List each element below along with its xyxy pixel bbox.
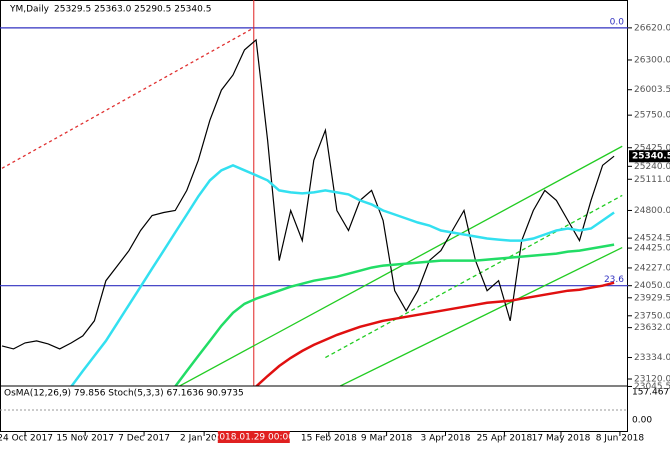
y-tick-label: 26620.0: [634, 23, 670, 33]
y-tick-label: 25425.0: [634, 143, 670, 153]
series-line: [1, 38, 615, 350]
indicator-label: OsMA(12,26,9) 79.856 Stoch(5,3,3) 67.163…: [4, 389, 244, 399]
x-tick-label: 7 Dec 2017: [118, 434, 170, 444]
cursor-label-box: [217, 431, 290, 443]
x-tick-label: 2 Jan 2018: [180, 434, 228, 444]
level-label: 0.0: [610, 17, 625, 27]
y-tick-label: 24800.0: [634, 206, 670, 216]
x-tick-label: 25 Apr 2018: [477, 434, 533, 444]
chart-title: YM,Daily: [9, 5, 50, 15]
series-line: [174, 243, 615, 388]
series-line: [255, 281, 615, 388]
indicator-panel: [0, 385, 628, 432]
y-tick-label: 25240.0: [634, 162, 670, 172]
y-tick-label: 25111.0: [634, 175, 670, 185]
ohlc-text: 25329.5 25363.0 25290.5 25340.5: [54, 5, 211, 15]
x-tick-label: 2018.01.29 00:00: [214, 433, 295, 443]
y-tick-label: 26003.5: [634, 85, 670, 95]
y-tick-label: 24227.0: [634, 263, 670, 273]
x-tick-label: 8 Jun 2018: [596, 434, 645, 444]
y-tick-label: 23632.0: [634, 323, 670, 333]
level-label: 23.6: [604, 275, 624, 285]
x-tick-label: 9 Mar 2018: [361, 434, 413, 444]
y-tick-label: 25340.5: [632, 152, 670, 162]
plot-frame: [0, 0, 628, 432]
price-box: [629, 150, 670, 163]
y-tick-label: 23334.0: [634, 353, 670, 363]
trend-line: [325, 194, 623, 359]
y-tick-label: 24425.0: [634, 244, 670, 254]
trend-line: [178, 145, 623, 388]
trend-line: [338, 246, 623, 388]
y-tick-label: 25750.0: [634, 111, 670, 121]
y-tick-label: 26300.0: [634, 55, 670, 65]
trend-line: [1, 27, 255, 169]
y-tick-label: 23045.5: [634, 382, 670, 392]
y-tick-label: 23750.0: [634, 311, 670, 321]
x-tick-label: 17 May 2018: [532, 434, 591, 444]
indicator-tick: 157.467: [632, 388, 669, 398]
series-line: [70, 163, 615, 388]
y-tick-label: 23929.5: [634, 293, 670, 303]
x-tick-label: 24 Oct 2017: [0, 434, 53, 444]
y-tick-label: 23120.0: [634, 375, 670, 385]
x-tick-label: 15 Feb 2018: [301, 434, 357, 444]
indicator-tick: 0.00: [632, 416, 652, 426]
x-tick-label: 15 Nov 2017: [56, 434, 114, 444]
y-tick-label: 24050.0: [634, 281, 670, 291]
x-tick-label: 3 Apr 2018: [421, 434, 471, 444]
y-tick-label: 24524.5: [634, 234, 670, 244]
